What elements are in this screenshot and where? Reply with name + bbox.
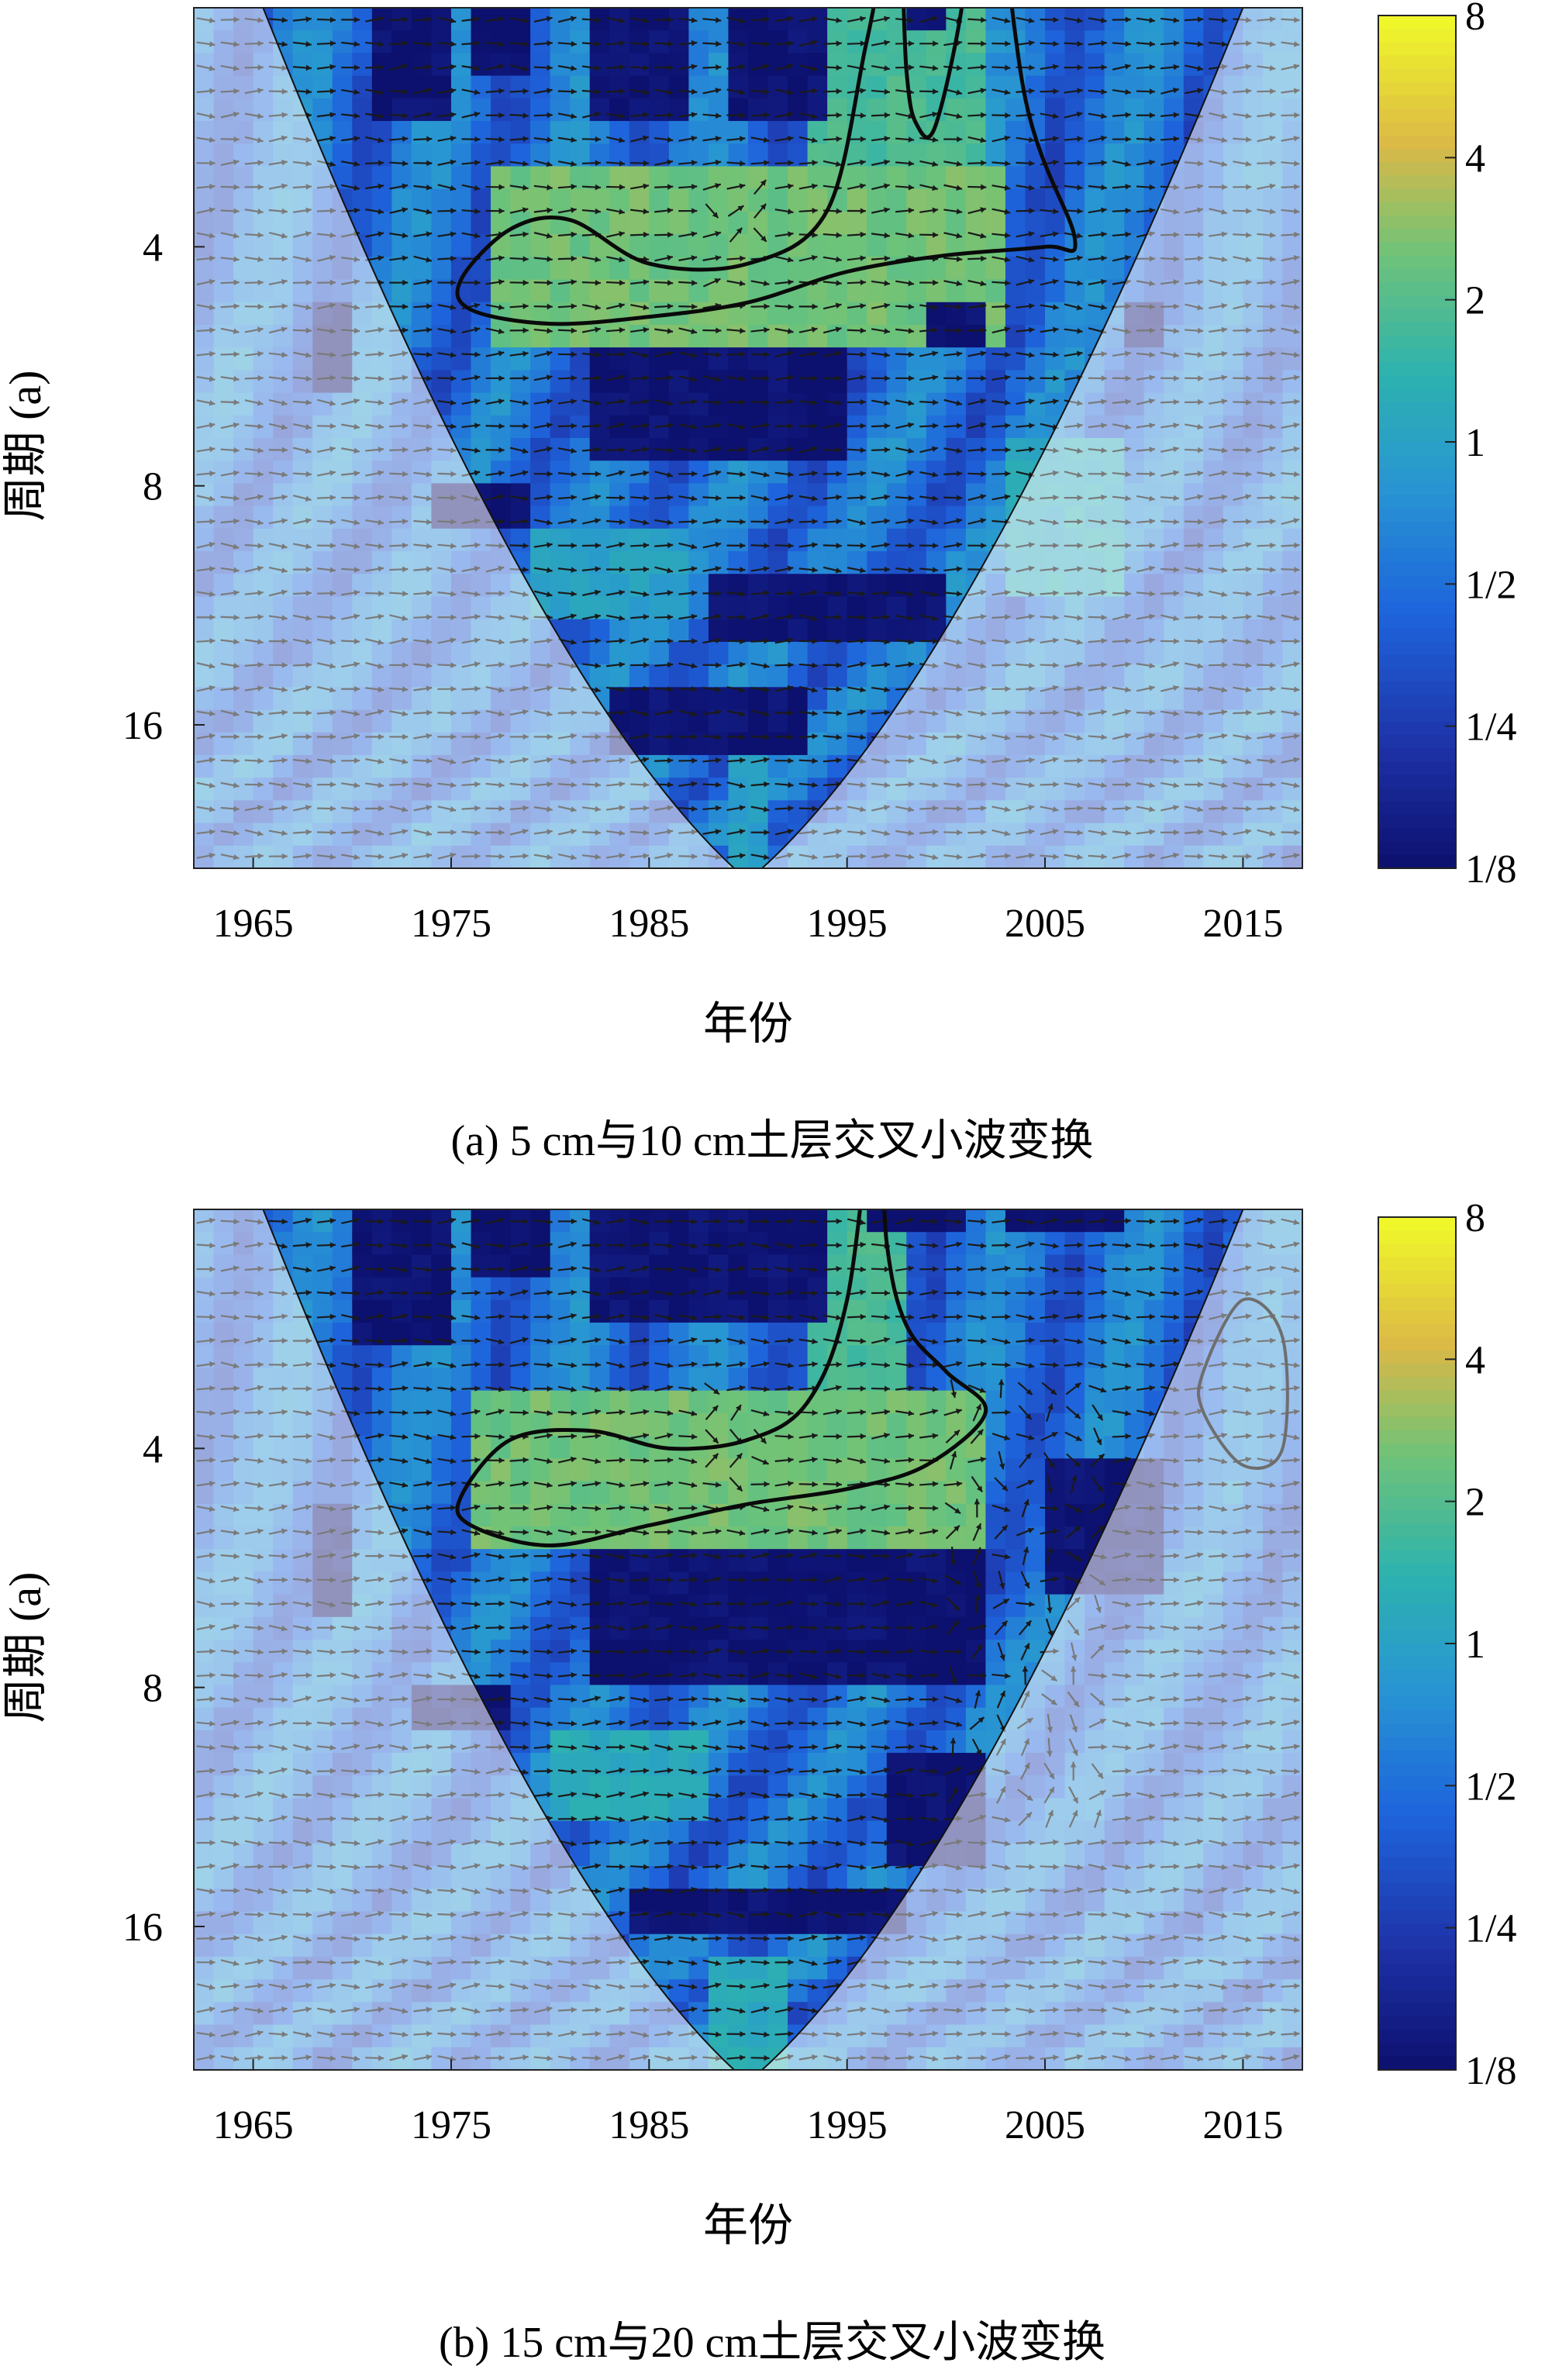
coi-shade [194,8,1302,868]
heatmap-field [194,0,1303,869]
